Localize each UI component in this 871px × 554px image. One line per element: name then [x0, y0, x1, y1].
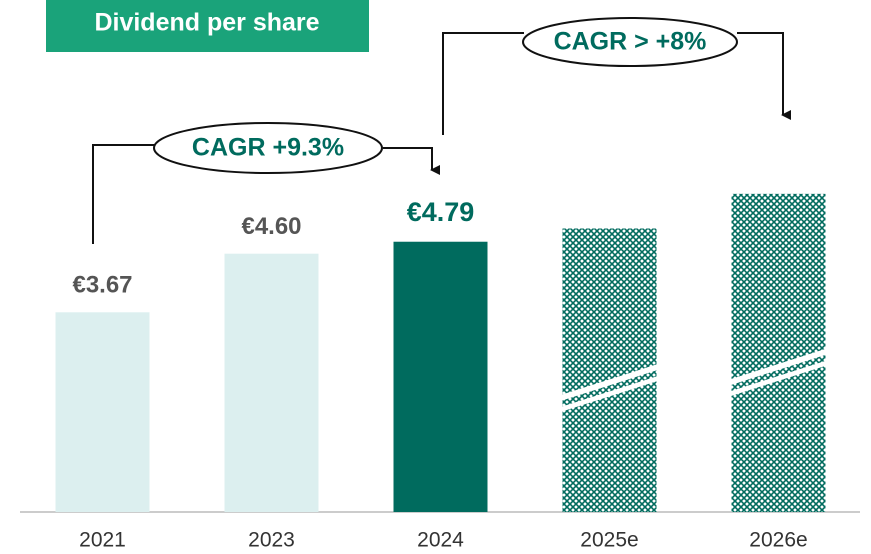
value-label: €3.67: [72, 272, 132, 299]
break-stripe: [562, 376, 657, 412]
annotation-ellipse: [153, 122, 383, 174]
annotation-ellipse: [522, 17, 738, 67]
x-tick-label: 2026e: [749, 529, 807, 552]
title-box: [46, 0, 369, 52]
break-stripe: [731, 360, 826, 396]
x-tick-label: 2025e: [580, 529, 638, 552]
annotation: CAGR +9.3%: [192, 134, 344, 162]
x-tick-label: 2024: [417, 529, 464, 552]
annotation: CAGR > +8%: [554, 28, 707, 56]
bar: [55, 312, 150, 512]
value-label: €4.79: [407, 197, 475, 227]
bracket-arrow: [383, 147, 440, 175]
bracket: [92, 144, 155, 244]
break-stripe: [562, 364, 657, 401]
bar: [393, 241, 488, 513]
bracket: [442, 32, 524, 135]
break-stripe: [731, 348, 826, 385]
bracket-arrow: [737, 32, 791, 120]
x-tick-label: 2021: [79, 529, 126, 552]
x-tick-label: 2023: [248, 529, 295, 552]
chart-title: Dividend per share: [94, 9, 319, 37]
value-label: €4.60: [241, 213, 301, 240]
bar: [224, 253, 319, 512]
bar: [731, 193, 826, 512]
